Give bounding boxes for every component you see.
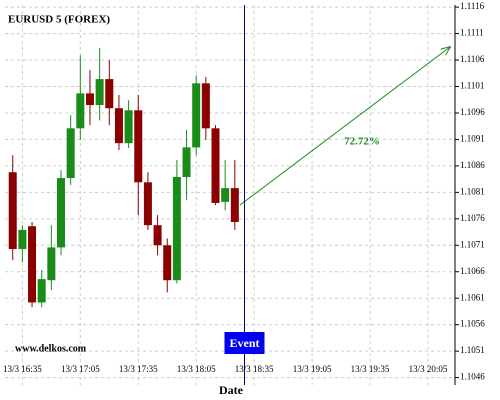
candle-body (85, 93, 94, 106)
annotation: 72.72% (344, 136, 380, 148)
candle-body (230, 188, 239, 222)
candle-body (66, 128, 75, 179)
event-label: Event (229, 336, 259, 350)
candle-body (76, 93, 85, 129)
candle-body (143, 182, 152, 226)
candle-body (134, 110, 143, 183)
x-tick-label: 13/3 17:05 (61, 364, 100, 374)
candle-body (114, 108, 123, 144)
candle-body (47, 247, 56, 281)
x-tick-label: 13/3 18:05 (177, 364, 216, 374)
projection-arrow (239, 47, 450, 206)
candle-body (57, 178, 66, 248)
y-tick-label: 1.1071 (460, 239, 485, 249)
y-tick-label: 1.1061 (460, 292, 485, 302)
candle-body (201, 83, 210, 129)
x-tick-label: 13/3 16:35 (3, 364, 42, 374)
candle-body (192, 83, 201, 148)
candle-body (182, 147, 191, 178)
y-tick-label: 1.1091 (460, 133, 485, 143)
y-tick-label: 1.1111 (460, 28, 484, 38)
y-tick-label: 1.1086 (460, 160, 485, 170)
y-tick-label: 1.1066 (460, 266, 485, 276)
event-box (224, 332, 265, 354)
watermark: www.delkos.com (15, 343, 87, 354)
y-tick-label: 1.1076 (460, 213, 485, 223)
y-tick-label: 1.1106 (460, 54, 485, 64)
x-tick-label: 13/3 17:35 (119, 364, 158, 374)
candle-body (221, 188, 230, 202)
candle-body (172, 177, 181, 281)
candle-body (153, 225, 162, 246)
y-tick-label: 1.1056 (460, 319, 485, 329)
x-tick-label: 13/3 20:05 (409, 364, 448, 374)
candle-body (163, 245, 172, 281)
y-tick-label: 1.1046 (460, 372, 485, 382)
candle-body (105, 79, 114, 109)
candle-body (8, 172, 17, 249)
x-tick-label: 13/3 19:05 (293, 364, 332, 374)
y-tick-label: 1.1051 (460, 345, 485, 355)
candle-body (95, 79, 104, 106)
x-tick-label: 13/3 19:35 (351, 364, 390, 374)
candle-body (18, 229, 27, 249)
y-tick-label: 1.1096 (460, 107, 485, 117)
y-tick-label: 1.1101 (460, 81, 484, 91)
candle-body (124, 110, 133, 144)
y-tick-label: 1.1116 (460, 1, 485, 11)
x-axis-label: Date (219, 383, 244, 397)
candle-body (28, 226, 37, 303)
y-tick-label: 1.1081 (460, 186, 485, 196)
candle-body (211, 128, 220, 203)
chart-title: EURUSD 5 (FOREX) (8, 14, 110, 26)
candle-body (37, 279, 46, 303)
x-tick-label: 13/3 18:35 (235, 364, 274, 374)
